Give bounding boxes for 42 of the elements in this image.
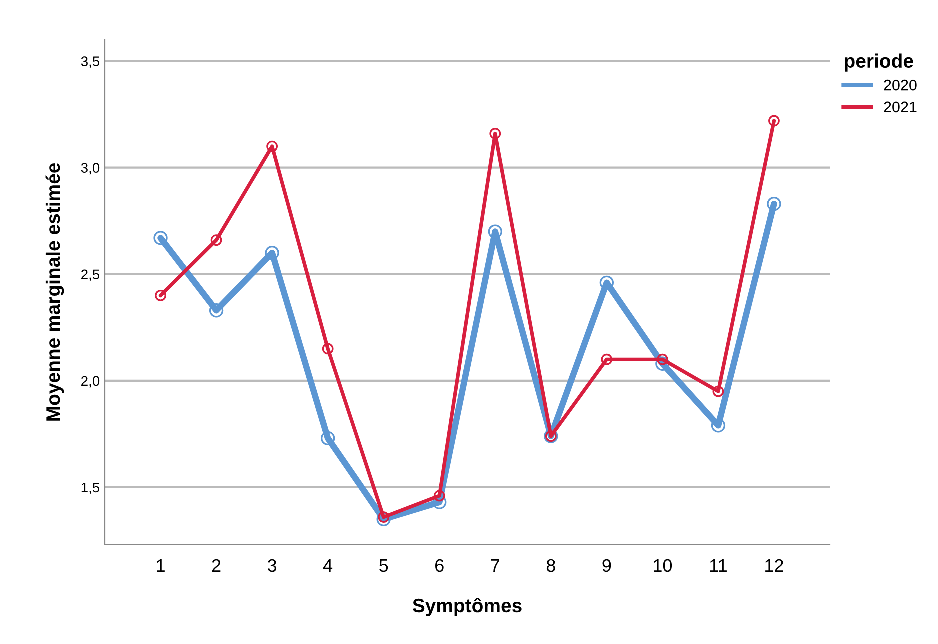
- x-tick-label: 7: [491, 560, 500, 572]
- point: [378, 512, 390, 523]
- y-tick-label: 2,0: [82, 376, 100, 388]
- point: [434, 490, 446, 502]
- point: [209, 304, 224, 318]
- x-tick-label: 9: [602, 559, 612, 572]
- point: [768, 115, 780, 127]
- y-tick-label: 3,0: [81, 163, 100, 175]
- x-tick-label: 8: [546, 559, 556, 572]
- x-tick-label: 3: [268, 559, 277, 572]
- point: [600, 276, 614, 290]
- point: [210, 234, 222, 246]
- x-axis-title: Symptômes: [412, 598, 522, 616]
- legend-title: periode: [845, 54, 914, 72]
- point: [488, 224, 502, 239]
- point: [320, 431, 336, 446]
- y-tick-label: 2,5: [82, 270, 100, 282]
- y-axis-title: Moyenne marginale estimée: [46, 163, 64, 421]
- point: [266, 140, 278, 152]
- x-tick-label: 2: [212, 559, 221, 572]
- x-tick-label: 4: [323, 560, 333, 572]
- point: [154, 231, 168, 246]
- x-tick-label: 10: [654, 559, 672, 572]
- point: [656, 354, 668, 366]
- x-tick-label: 1: [157, 560, 165, 572]
- point: [322, 343, 334, 355]
- legend-label: 2021: [884, 102, 917, 113]
- point: [265, 246, 280, 260]
- y-tick-label: 3,5: [81, 56, 100, 68]
- point: [712, 386, 724, 398]
- x-tick-label: 11: [710, 560, 727, 572]
- point: [155, 290, 166, 302]
- point: [767, 196, 782, 212]
- legend-label: 2020: [884, 80, 917, 91]
- x-tick-label: 6: [436, 559, 444, 572]
- y-tick-label: 1,5: [82, 482, 100, 494]
- point: [656, 356, 670, 371]
- x-tick-label: 12: [766, 559, 784, 572]
- point: [601, 354, 613, 366]
- x-tick-label: 5: [380, 560, 388, 572]
- point: [490, 128, 502, 140]
- point: [711, 418, 726, 433]
